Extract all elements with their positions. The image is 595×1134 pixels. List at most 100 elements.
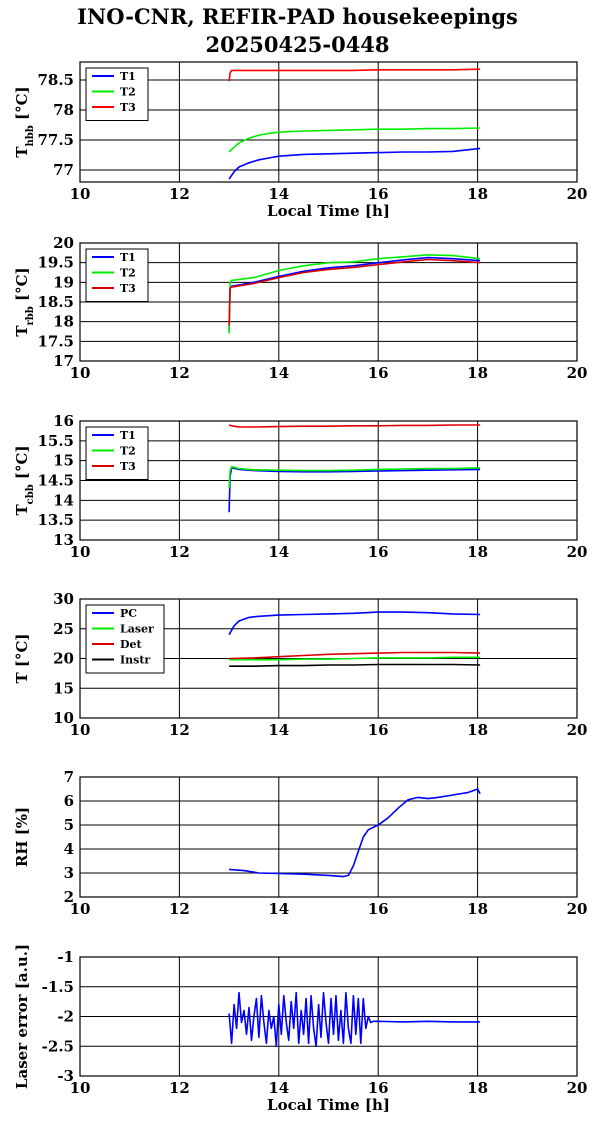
x-tick-label: 14	[268, 1079, 289, 1097]
x-tick-label: 12	[169, 543, 190, 561]
panel-4: 10 12 14 16 18 20 10 15 20 25 30 T [°C] PC Laser Det In…	[13, 590, 587, 739]
legend-entry: Instr	[120, 654, 150, 667]
series-line-t3	[228, 68, 481, 82]
x-tick-label: 14	[268, 364, 289, 382]
y-axis-label-main: RH [%]	[13, 807, 31, 867]
x-tick-label: 16	[368, 185, 389, 203]
x-tick-label: 18	[467, 900, 488, 918]
y-axis-label: Laser error [a.u.]	[13, 944, 31, 1089]
x-tick-label: 16	[368, 900, 389, 918]
x-tick-label: 20	[567, 364, 588, 382]
x-tick-label: 20	[567, 900, 588, 918]
y-axis-label-main: Laser error [a.u.]	[13, 944, 31, 1089]
plot-frame	[79, 420, 578, 541]
plot-frame	[79, 61, 578, 183]
y-axis-label-main: T	[13, 146, 31, 158]
plot-frame	[79, 242, 578, 362]
series-line-t3	[228, 258, 481, 326]
legend-entry: T2	[120, 445, 136, 458]
y-axis-label-main: T [°C]	[13, 633, 31, 683]
y-tick-label: 14.5	[37, 472, 74, 490]
y-tick-label: 5	[64, 816, 74, 834]
x-tick-label: 16	[368, 543, 389, 561]
y-axis-label-subscript: cbb	[25, 484, 36, 504]
x-tick-label: 14	[268, 185, 289, 203]
legend-entry: T2	[120, 86, 136, 99]
y-axis-label: RH [%]	[13, 807, 31, 867]
y-tick-label: 3	[64, 864, 74, 882]
y-tick-label: 18.5	[37, 293, 74, 311]
legend-box	[85, 604, 165, 674]
x-tick-label: 20	[567, 185, 588, 203]
y-tick-label: 13	[53, 531, 74, 549]
y-axis-label-unit: [°C]	[13, 267, 31, 306]
legend: T1 T2 T3	[85, 248, 149, 302]
y-tick-label: 77.5	[37, 131, 74, 149]
y-axis-label: Thbb [°C]	[13, 86, 36, 157]
y-tick-label: 19	[53, 273, 74, 291]
y-tick-label: -1.5	[42, 978, 74, 996]
x-tick-label: 12	[169, 364, 190, 382]
legend-entry: Laser	[120, 623, 154, 636]
series-line-1	[229, 788, 481, 878]
y-axis-label-main: T	[13, 504, 31, 516]
plot-frame	[79, 598, 578, 719]
y-tick-label: 4	[64, 840, 74, 858]
y-tick-label: 19.5	[37, 254, 74, 272]
legend-entry: T1	[120, 251, 136, 264]
x-tick-label: 14	[268, 721, 289, 739]
series-line-t1	[228, 466, 481, 513]
plot-frame	[79, 776, 578, 898]
x-tick-label: 10	[70, 185, 91, 203]
panel-5: 10 12 14 16 18 20 2 3 4 5 6 7 RH [%]	[13, 768, 587, 918]
x-tick-label: 10	[70, 364, 91, 382]
legend: T1 T2 T3	[85, 426, 149, 480]
y-tick-label: 20	[53, 234, 74, 252]
y-axis-label-subscript: rbb	[25, 306, 36, 325]
y-tick-label: 15.5	[37, 432, 74, 450]
series-line-t2	[228, 254, 481, 334]
legend-entry: PC	[120, 607, 137, 620]
y-tick-label: -3	[57, 1067, 74, 1085]
x-tick-label: 12	[169, 721, 190, 739]
series-line-instr	[229, 663, 481, 668]
y-tick-label: 6	[64, 792, 74, 810]
y-tick-label: 15	[53, 679, 74, 697]
y-axis-label: Tcbb [°C]	[13, 445, 36, 515]
chart-title-line1: INO-CNR, REFIR-PAD housekeepings	[77, 4, 518, 29]
y-tick-label: 30	[53, 590, 74, 608]
y-axis-label: T [°C]	[13, 633, 31, 683]
series-line-t1	[228, 256, 481, 330]
y-tick-label: 13.5	[37, 511, 74, 529]
y-tick-label: 14	[53, 491, 74, 509]
series-line-pc	[228, 611, 481, 636]
legend: PC Laser Det Instr	[85, 604, 165, 674]
series-line-t1	[228, 147, 481, 180]
y-tick-label: 25	[53, 620, 74, 638]
y-tick-label: -2	[57, 1008, 74, 1026]
y-tick-label: 18	[53, 313, 74, 331]
y-tick-label: 15	[53, 452, 74, 470]
x-tick-label: 18	[467, 721, 488, 739]
y-tick-label: 77	[53, 161, 74, 179]
series-line-t2	[228, 127, 481, 153]
legend-entry: T2	[120, 267, 136, 280]
y-tick-label: 78	[53, 101, 74, 119]
y-axis-label-unit: [°C]	[13, 445, 31, 484]
x-tick-label: 20	[567, 543, 588, 561]
series-line-laser	[229, 656, 481, 661]
series-line-t2	[228, 465, 481, 489]
panel-6: 10 12 14 16 18 20 -3 -2.5 -2 -1.5 -1 Laser error [a…	[13, 944, 587, 1114]
x-tick-label: 18	[467, 1079, 488, 1097]
y-tick-label: 16	[53, 412, 74, 430]
x-tick-label: 18	[467, 364, 488, 382]
y-tick-label: 17.5	[37, 332, 74, 350]
series-line-det	[229, 651, 481, 660]
x-tick-label: 18	[467, 185, 488, 203]
legend-entry: T1	[120, 429, 136, 442]
y-axis-label-main: T	[13, 325, 31, 337]
x-tick-label: 20	[567, 1079, 588, 1097]
